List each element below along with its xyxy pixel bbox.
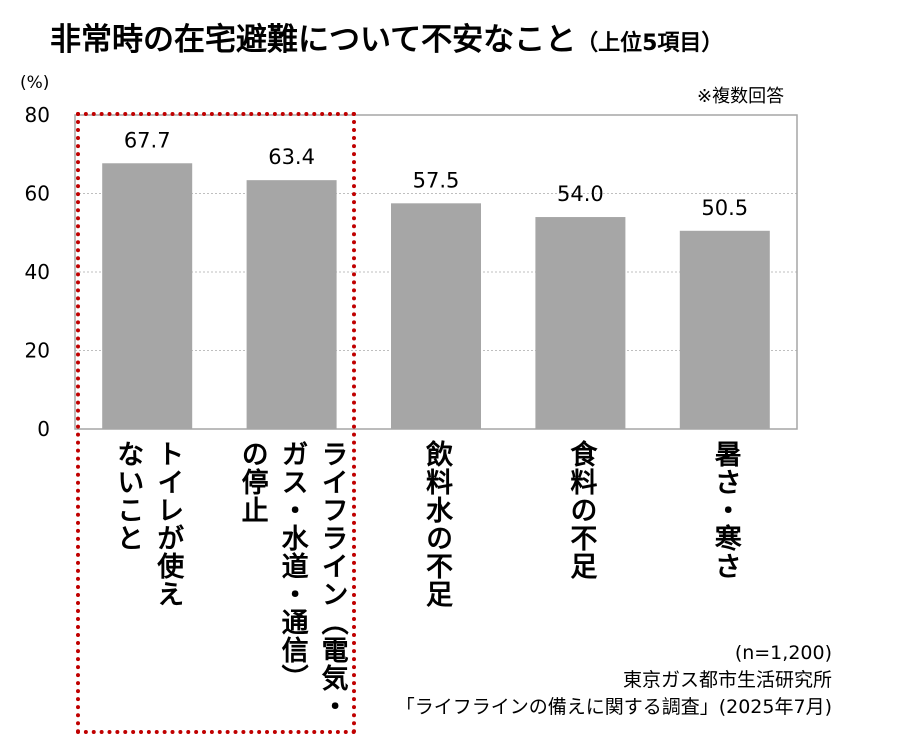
y-tick-label: 0 bbox=[37, 417, 50, 441]
source-survey: 「ライフラインの備えに関する調査」(2025年7月) bbox=[395, 696, 832, 718]
chart-note: ※複数回答 bbox=[697, 86, 785, 107]
source-block: (n=1,200) 東京ガス都市生活研究所 「ライフラインの備えに関する調査」(… bbox=[396, 640, 832, 721]
category-label: 飲料水の不足 bbox=[421, 440, 452, 608]
highlight-box bbox=[76, 112, 356, 734]
chart-title-main: 非常時の在宅避難について不安なこと bbox=[50, 22, 577, 58]
category-label: トイレが使え ないこと bbox=[112, 440, 184, 608]
bar bbox=[391, 203, 481, 429]
data-label: 54.0 bbox=[557, 182, 604, 206]
chart-title-sub: （上位5項目） bbox=[576, 31, 724, 56]
y-tick-label: 80 bbox=[25, 103, 50, 127]
bar bbox=[102, 163, 193, 429]
chart-title: 非常時の在宅避難について不安なこと（上位5項目） bbox=[50, 14, 723, 59]
y-axis-unit: (%) bbox=[20, 73, 50, 93]
data-label: 50.5 bbox=[701, 196, 748, 220]
category-label: ライフライン（電気・ ガス・水道・通信） の停止 bbox=[236, 440, 348, 720]
bar bbox=[535, 217, 626, 429]
source-org: 東京ガス都市生活研究所 bbox=[622, 669, 832, 691]
data-label: 63.4 bbox=[268, 145, 315, 169]
bar bbox=[246, 180, 337, 429]
y-tick-label: 40 bbox=[25, 260, 50, 284]
category-label: 暑さ・寒さ bbox=[709, 440, 741, 580]
data-label: 57.5 bbox=[413, 168, 460, 192]
sample-size: (n=1,200) bbox=[734, 642, 832, 664]
y-tick-label: 20 bbox=[25, 339, 50, 363]
data-label: 67.7 bbox=[124, 128, 171, 152]
y-tick-label: 60 bbox=[25, 182, 50, 206]
bar bbox=[679, 230, 770, 429]
category-label: 食料の不足 bbox=[565, 440, 597, 580]
